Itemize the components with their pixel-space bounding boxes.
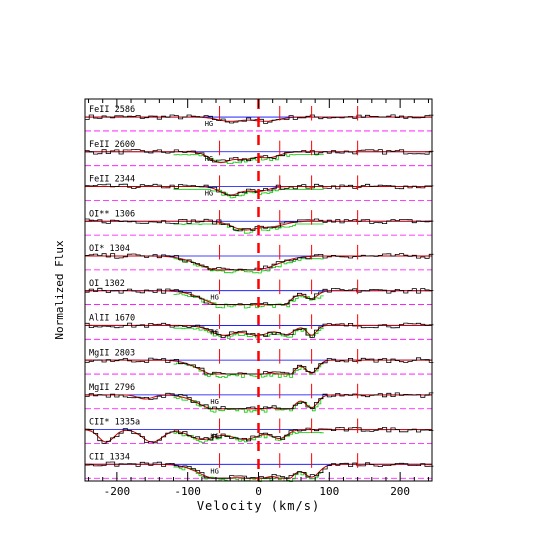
panel-9: CII* 1335a HG <box>84 418 434 444</box>
overlay-spectrum <box>173 223 324 234</box>
panel-label: OI* 1304 <box>89 244 130 254</box>
x-tick-label: 200 <box>390 485 410 498</box>
hg-label: HG <box>205 120 213 128</box>
observed-spectrum <box>85 357 434 375</box>
overlay-spectrum <box>173 154 324 165</box>
panel-10: CII 1334 HG <box>85 452 434 482</box>
observed-spectrum <box>85 287 434 305</box>
overlay-spectrum <box>173 397 324 413</box>
panels-group: FeII 2586 HG FeII 2600 HG FeII 2344 HG OI** 13… <box>84 105 434 482</box>
panel-label: OI 1302 <box>89 279 125 289</box>
panel-2: FeII 2344 HG <box>85 175 434 201</box>
panel-label: FeII 2600 <box>89 140 135 150</box>
hg-label: HG <box>210 467 218 475</box>
x-axis: -200 -100 0 100 200 <box>88 99 429 498</box>
x-tick-label: 100 <box>319 485 339 498</box>
panel-label: CII 1334 <box>89 452 130 462</box>
panel-label: CII* 1335a <box>89 418 140 428</box>
panel-label: FeII 2344 <box>89 175 135 185</box>
x-tick-label: 0 <box>255 485 262 498</box>
y-axis-label: Normalized Flux <box>53 240 66 340</box>
panel-label: FeII 2586 <box>89 105 135 115</box>
overlay-spectrum <box>173 258 324 274</box>
hg-label: HG <box>210 398 218 406</box>
panel-label: MgII 2796 <box>89 383 135 393</box>
observed-spectrum <box>85 218 434 232</box>
x-tick-label: -100 <box>174 485 201 498</box>
hg-label: HG <box>205 155 213 163</box>
x-tick-label: -200 <box>104 485 131 498</box>
observed-spectrum <box>85 149 434 163</box>
panel-label: MgII 2803 <box>89 348 135 358</box>
x-axis-label: Velocity (km/s) <box>197 499 320 513</box>
velocity-reference-lines <box>219 99 359 481</box>
panel-label: OI** 1306 <box>89 209 135 219</box>
hg-label: HG <box>210 294 218 302</box>
hg-label: HG <box>205 190 213 198</box>
overlay-spectrum <box>173 188 324 199</box>
model-fit <box>84 429 432 443</box>
observed-spectrum <box>85 461 434 479</box>
hg-label: HG <box>210 328 218 336</box>
panel-label: AlII 1670 <box>89 314 135 324</box>
overlay-spectrum <box>173 432 324 443</box>
hg-label: HG <box>210 433 218 441</box>
observed-spectrum <box>85 427 434 444</box>
